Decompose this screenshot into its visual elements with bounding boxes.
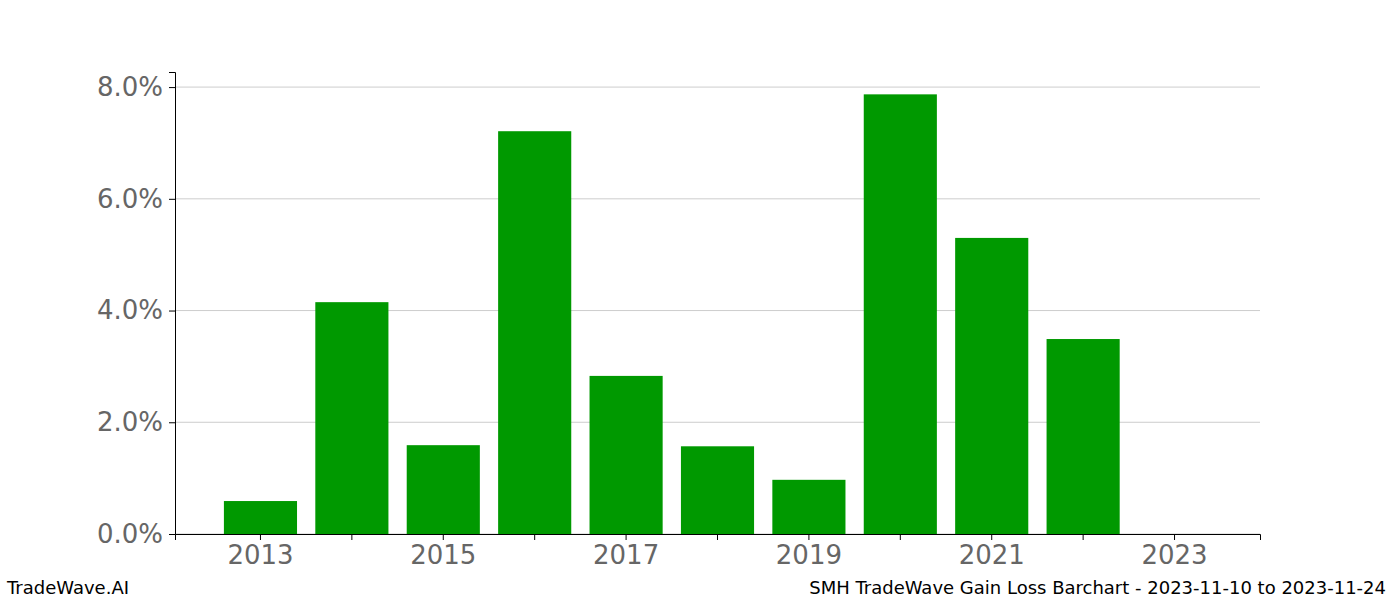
x-tick — [717, 534, 718, 540]
x-tick: 2021 — [959, 534, 1025, 570]
x-tick — [1083, 534, 1084, 540]
x-tick: 2019 — [776, 534, 842, 570]
bar — [224, 501, 297, 534]
bar — [681, 446, 754, 534]
y-tick-mark — [169, 199, 175, 200]
x-tick-label: 2017 — [593, 540, 659, 570]
y-tick-mark — [169, 87, 175, 88]
x-tick-mark — [717, 534, 718, 540]
bar — [772, 480, 845, 534]
bar — [407, 445, 480, 534]
y-tick-mark — [169, 311, 175, 312]
x-tick-mark — [900, 534, 901, 540]
y-tick-label: 8.0% — [97, 72, 163, 102]
grid-line — [175, 87, 1260, 88]
x-tick-mark — [443, 534, 444, 540]
y-axis-line — [169, 73, 176, 535]
x-tick-mark — [808, 534, 809, 540]
bars — [224, 94, 1120, 534]
x-tick — [351, 534, 352, 540]
y-tick-label: 0.0% — [97, 519, 163, 549]
x-axis-line — [176, 535, 1261, 541]
bar — [1047, 339, 1120, 534]
bar — [955, 238, 1028, 534]
y-tick-label: 6.0% — [97, 184, 163, 214]
y-tick: 2.0% — [97, 407, 175, 437]
x-tick-mark — [260, 534, 261, 540]
grid — [175, 87, 1260, 534]
y-tick-label: 2.0% — [97, 407, 163, 437]
x-tick: 2013 — [227, 534, 293, 570]
y-tick: 8.0% — [97, 72, 175, 102]
y-tick-mark — [169, 534, 175, 535]
y-tick-label: 4.0% — [97, 295, 163, 325]
x-tick: 2015 — [410, 534, 476, 570]
x-tick: 2023 — [1141, 534, 1207, 570]
x-tick-mark — [351, 534, 352, 540]
annotation: TradeWave.AI — [6, 577, 129, 598]
x-tick-mark — [1083, 534, 1084, 540]
x-tick: 2017 — [593, 534, 659, 570]
y-tick-mark — [169, 422, 175, 423]
bar — [864, 94, 937, 534]
x-tick-label: 2019 — [776, 540, 842, 570]
x-tick-label: 2021 — [959, 540, 1025, 570]
y-tick: 6.0% — [97, 184, 175, 214]
x-tick-label: 2013 — [227, 540, 293, 570]
x-tick-label: 2023 — [1141, 540, 1207, 570]
bar — [315, 302, 388, 534]
y-tick: 0.0% — [97, 519, 175, 549]
grid-line — [175, 198, 1260, 199]
x-tick — [900, 534, 901, 540]
x-tick-label: 2015 — [410, 540, 476, 570]
title: SMH TradeWave Gain Loss Barchart - 2023-… — [809, 577, 1386, 598]
y-axis: 0.0% 2.0% 4.0% 6.0% 8.0% — [97, 72, 176, 549]
x-tick-mark — [626, 534, 627, 540]
bar — [590, 376, 663, 534]
x-tick-mark — [1174, 534, 1175, 540]
chart: 0.0% 2.0% 4.0% 6.0% 8.0% 2013 2015 2017 2019 2021… — [0, 0, 1400, 600]
x-axis: 2013 2015 2017 2019 2021 2023 — [176, 534, 1261, 570]
y-tick: 4.0% — [97, 295, 175, 325]
x-tick — [534, 534, 535, 540]
x-tick-mark — [991, 534, 992, 540]
x-tick-mark — [534, 534, 535, 540]
bar — [498, 131, 571, 534]
bar — [1138, 534, 1211, 535]
